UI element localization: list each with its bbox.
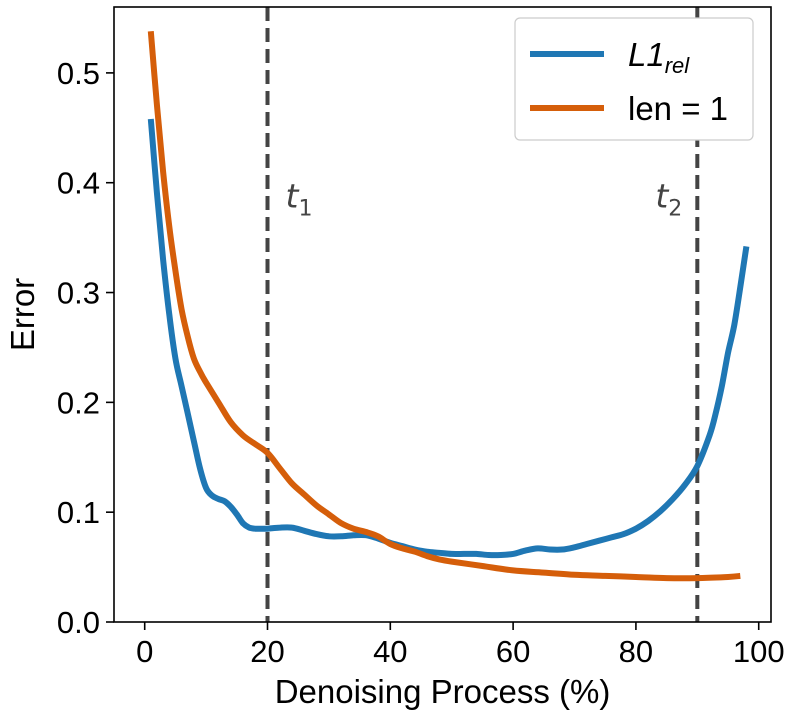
y-tick-label: 0.2 (57, 385, 100, 420)
vline-label-main: t (655, 177, 669, 216)
vline-label-main: t (286, 177, 300, 216)
vline-label-sub: 2 (668, 197, 682, 222)
y-tick-label: 0.3 (57, 276, 100, 311)
x-axis-ticks: 0 20 40 60 80 100 (136, 622, 785, 669)
vline-label-t2: t2 (655, 177, 682, 222)
x-axis-label: Denoising Process (%) (275, 673, 611, 710)
legend-label-l1-rel: L1rel (628, 36, 690, 78)
x-tick-label: 20 (250, 634, 284, 669)
plot-area: t1 t2 (113, 6, 772, 623)
x-tick-label: 0 (136, 634, 153, 669)
y-tick-label: 0.4 (57, 166, 100, 201)
y-axis-ticks: 0.0 0.1 0.2 0.3 0.4 0.5 (57, 56, 114, 640)
legend-label-l1-rel-sub: rel (665, 53, 691, 78)
x-tick-label: 40 (373, 634, 407, 669)
legend: L1rel len = 1 (514, 17, 754, 141)
vertical-marker-lines: t1 t2 (265, 7, 700, 622)
series-line-len-1 (147, 30, 741, 582)
legend-label-len-1: len = 1 (628, 90, 728, 127)
x-tick-label: 100 (733, 634, 785, 669)
y-tick-label: 0.1 (57, 495, 100, 530)
y-tick-label: 0.0 (57, 605, 100, 640)
x-tick-label: 80 (619, 634, 653, 669)
y-axis-label: Error (4, 278, 41, 351)
vline-label-sub: 1 (298, 197, 312, 222)
plot-frame (113, 6, 772, 623)
legend-label-l1-rel-main: L1 (628, 36, 665, 73)
y-tick-label: 0.5 (57, 56, 100, 91)
series-lines (147, 30, 750, 582)
x-tick-label: 60 (496, 634, 530, 669)
vline-label-t1: t1 (286, 177, 313, 222)
